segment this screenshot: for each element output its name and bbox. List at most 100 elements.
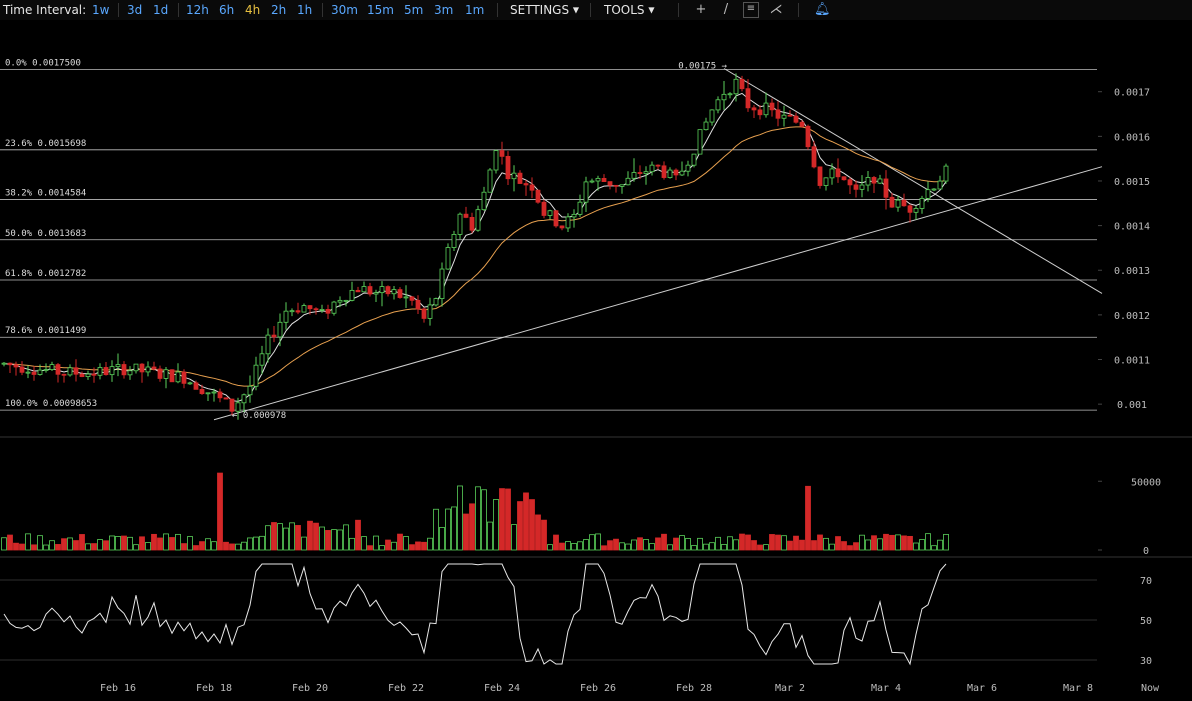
volume-bar xyxy=(121,535,127,551)
oscillator-tick-label: 50 xyxy=(1140,616,1152,627)
candle-body xyxy=(865,177,871,186)
volume-tick-label: 50000 xyxy=(1131,477,1161,488)
interval-3m[interactable]: 3m xyxy=(434,3,454,17)
volume-bar xyxy=(241,541,247,551)
volume-bar xyxy=(139,536,145,551)
x-tick-label: Now xyxy=(1141,683,1160,694)
volume-bar xyxy=(445,508,451,551)
candle-body xyxy=(121,364,127,376)
candle-body xyxy=(103,367,109,376)
volume-bar xyxy=(475,486,481,551)
candle-body xyxy=(547,210,553,216)
crosshair-icon[interactable]: + xyxy=(695,2,707,17)
tools-menu[interactable]: TOOLS ▼ xyxy=(604,0,655,21)
volume-bar xyxy=(271,522,277,551)
candle-body xyxy=(493,150,499,171)
volume-bar xyxy=(649,543,655,551)
candle-body xyxy=(895,199,901,208)
candle-body xyxy=(31,371,37,375)
candle-body xyxy=(913,208,919,213)
alert-bell-icon[interactable]: 🔔︎ xyxy=(814,2,831,17)
candle-body xyxy=(157,368,163,379)
candle-body xyxy=(751,107,757,111)
interval-2h[interactable]: 2h xyxy=(271,3,287,17)
candle-body xyxy=(817,166,823,186)
candle-body xyxy=(181,371,187,384)
interval-12h[interactable]: 12h xyxy=(186,3,209,17)
interval-3d[interactable]: 3d xyxy=(127,3,143,17)
volume-bar xyxy=(361,536,367,551)
candle-body xyxy=(61,373,67,376)
settings-menu[interactable]: SETTINGS ▼ xyxy=(510,0,579,21)
candle-body xyxy=(595,177,601,182)
volume-bar xyxy=(7,534,13,551)
candle-body xyxy=(415,299,421,310)
volume-bar xyxy=(709,542,715,551)
interval-15m[interactable]: 15m xyxy=(367,3,394,17)
interval-30m[interactable]: 30m xyxy=(331,3,358,17)
candle-body xyxy=(37,369,43,375)
candle-body xyxy=(721,93,727,101)
interval-1m[interactable]: 1m xyxy=(465,3,485,17)
candle-body xyxy=(919,197,925,209)
interval-4h[interactable]: 4h xyxy=(245,3,261,17)
volume-bar xyxy=(229,543,235,551)
volume-bar xyxy=(109,535,115,551)
volume-bar xyxy=(343,524,349,551)
volume-bar xyxy=(367,545,373,551)
x-tick-label: Feb 16 xyxy=(100,683,136,694)
candle-body xyxy=(511,172,517,180)
candle-body xyxy=(235,402,241,412)
volume-bar xyxy=(625,543,631,551)
interval-5m[interactable]: 5m xyxy=(404,3,424,17)
interval-1h[interactable]: 1h xyxy=(297,3,313,17)
candle-body xyxy=(553,210,559,227)
fib-level-label: 23.6% 0.0015698 xyxy=(5,139,86,149)
volume-bar xyxy=(691,545,697,551)
volume-bar xyxy=(379,545,385,551)
candle-body xyxy=(811,146,817,168)
volume-bar xyxy=(841,541,847,551)
fibonacci-icon[interactable]: ≡ xyxy=(743,2,759,18)
candle-body xyxy=(565,216,571,229)
candle-body xyxy=(373,292,379,295)
volume-bar xyxy=(547,544,553,551)
interval-6h[interactable]: 6h xyxy=(219,3,235,17)
volume-bar xyxy=(31,544,37,551)
volume-bar xyxy=(1,537,7,551)
candle-body xyxy=(163,369,169,379)
y-tick-label: 0.0012 xyxy=(1114,311,1150,322)
candle-body xyxy=(769,102,775,111)
volume-bar xyxy=(931,545,937,551)
volume-bar xyxy=(127,536,133,551)
interval-1d[interactable]: 1d xyxy=(153,3,169,17)
candle-body xyxy=(457,213,463,235)
candle-body xyxy=(787,114,793,117)
candle-body xyxy=(871,177,877,184)
candle-body xyxy=(367,286,373,295)
volume-bar xyxy=(853,542,859,551)
candle-body xyxy=(529,184,535,191)
candle-body xyxy=(571,213,577,218)
candle-body xyxy=(793,115,799,123)
volume-bar xyxy=(97,539,103,551)
candle-body xyxy=(13,364,19,368)
volume-bar xyxy=(733,539,739,551)
volume-bar xyxy=(187,536,193,551)
volume-bar xyxy=(589,534,595,551)
pitchfork-icon[interactable]: ⋌ xyxy=(769,2,783,17)
fib-level-label: 0.0% 0.0017500 xyxy=(5,58,81,68)
volume-bar xyxy=(523,492,529,551)
volume-tick-label: 0 xyxy=(1143,546,1149,557)
price-chart[interactable]: 0.0017 0.0016 0.0015 0.0014 0.0013 0.0012 0.00… xyxy=(0,20,1192,701)
candle-body xyxy=(673,169,679,176)
interval-1w[interactable]: 1w xyxy=(92,3,110,17)
candle-body xyxy=(757,109,763,116)
line-icon[interactable]: / xyxy=(723,2,729,17)
volume-bar xyxy=(133,544,139,551)
candle-body xyxy=(601,177,607,183)
candle-body xyxy=(931,188,937,191)
volume-bar xyxy=(679,535,685,551)
volume-bar xyxy=(553,534,559,551)
volume-bar xyxy=(775,534,781,551)
